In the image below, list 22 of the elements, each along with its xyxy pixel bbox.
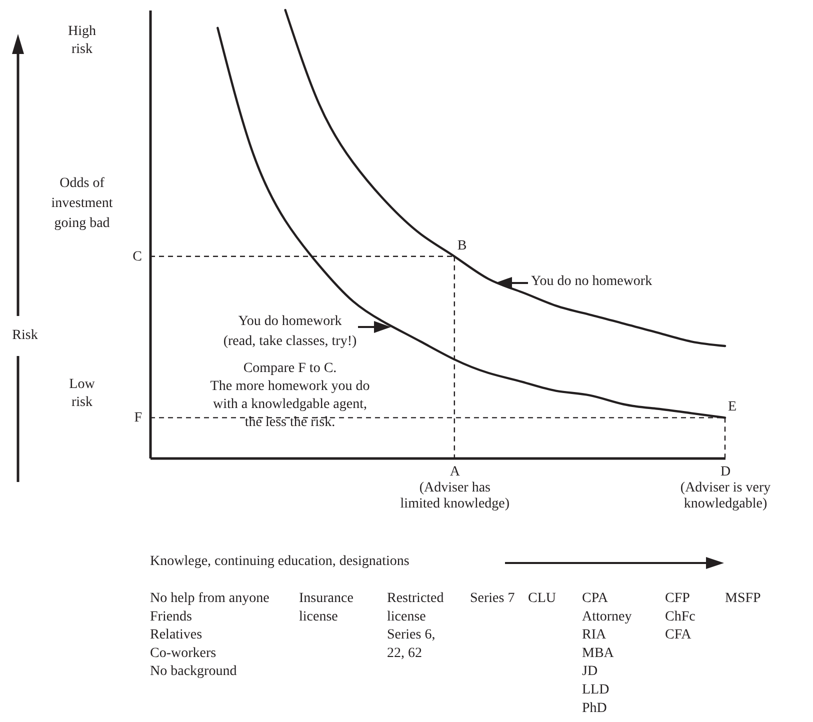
series-label: You do homework (read, take classes, try!) bbox=[223, 314, 357, 349]
ref-line-label: F bbox=[134, 410, 142, 426]
text: Odds of investment going bad bbox=[51, 176, 113, 231]
text: Restricted license Series 6, 22, 62 bbox=[387, 591, 444, 661]
text: Risk bbox=[12, 328, 38, 343]
text: No help from anyone Friends Relatives Co-workers No background bbox=[150, 591, 270, 680]
text: CFP ChFc CFA bbox=[665, 591, 696, 643]
x-axis-title: Knowlege, continuing education, designations bbox=[150, 554, 410, 569]
ref-line-label: C bbox=[132, 249, 142, 264]
x-tick-label: D (Adviser is very knowledgable) bbox=[680, 464, 771, 512]
legend-label: You do no homework bbox=[531, 274, 652, 289]
text: Series 7 bbox=[470, 591, 515, 606]
text: CPA Attorney RIA MBA JD LLD PhD bbox=[582, 591, 632, 716]
text: Insurance license bbox=[299, 591, 354, 624]
annotation: B bbox=[457, 238, 467, 254]
text: MSFP bbox=[725, 591, 762, 606]
annotation: E bbox=[728, 400, 737, 415]
text: High risk bbox=[68, 24, 96, 57]
annotation: Compare F to C. The more homework you do with a knowledgable agent, the less the risk. bbox=[210, 361, 370, 430]
text: CLU bbox=[528, 591, 556, 606]
text: Low risk bbox=[69, 377, 96, 410]
x-tick-label: A (Adviser has limited knowledge) bbox=[400, 464, 510, 512]
